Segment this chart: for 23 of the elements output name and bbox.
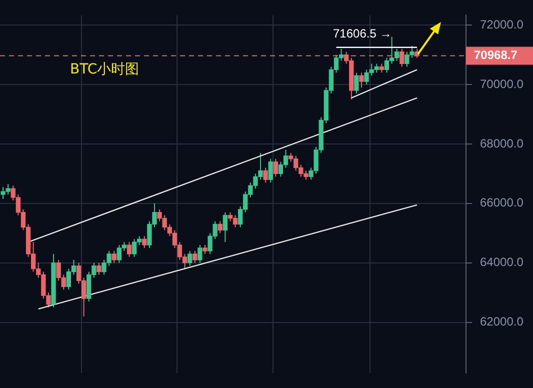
- y-tick-label: 66000.0: [480, 196, 524, 210]
- candlestick: [198, 244, 202, 264]
- ref-line-label: 70968.7: [474, 48, 518, 62]
- candlestick: [188, 250, 192, 266]
- candlestick: [142, 236, 147, 248]
- y-tick-label: 68000.0: [480, 136, 524, 150]
- text: BTC小时图: [70, 62, 140, 78]
- candlestick: [112, 250, 116, 264]
- y-tick-label: 72000.0: [480, 17, 524, 32]
- y-tick-label: 64000.0: [480, 255, 524, 270]
- y-tick-label: 70000.0: [480, 76, 524, 91]
- candlestick: [354, 72, 359, 94]
- candlestick: [263, 167, 268, 184]
- candlestick: [96, 262, 102, 276]
- candlestick: [273, 158, 278, 178]
- y-tick-label: 62000.0: [480, 314, 524, 329]
- annotation: 71606.5 →: [333, 26, 392, 40]
- candlestick: [359, 72, 364, 88]
- candlestick: [126, 242, 132, 258]
- candlestick: [222, 212, 228, 243]
- candlestick: [192, 250, 198, 264]
- candlestick: [218, 220, 222, 234]
- candlestick: [268, 158, 273, 184]
